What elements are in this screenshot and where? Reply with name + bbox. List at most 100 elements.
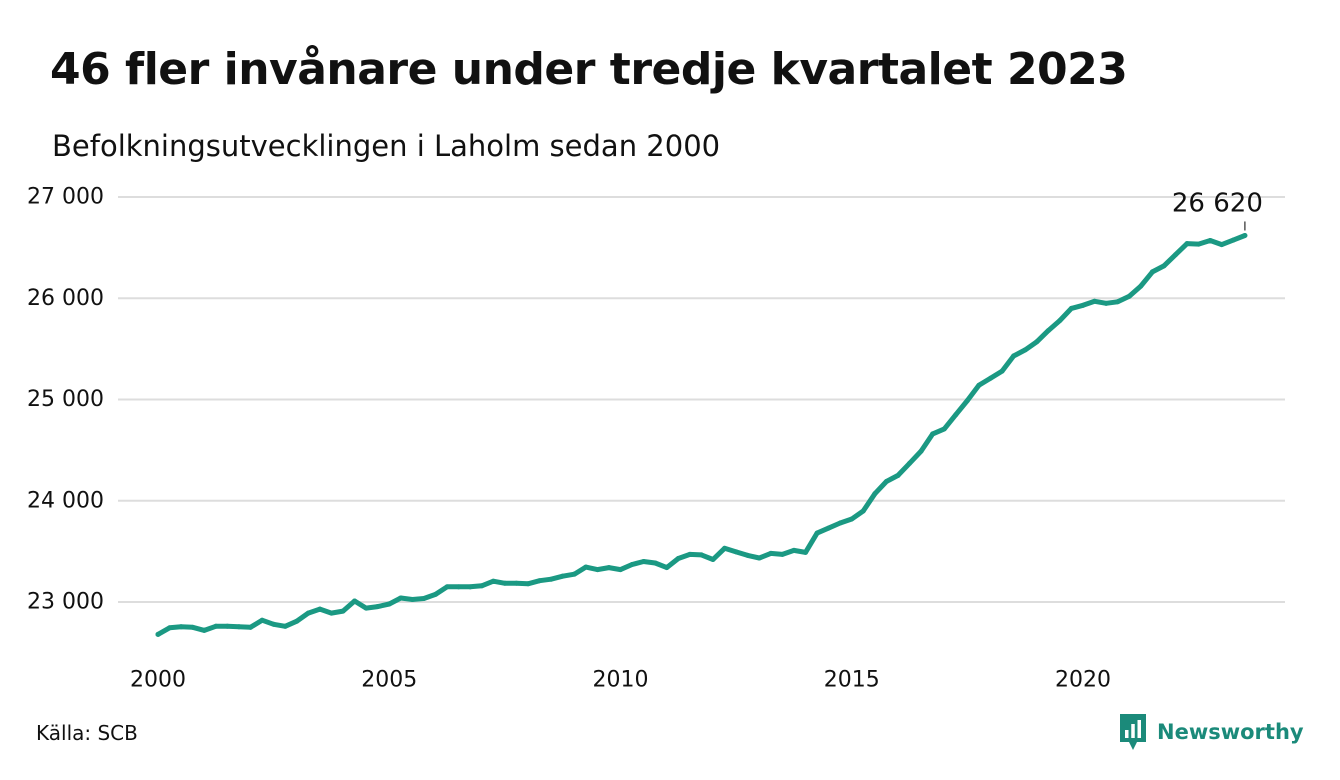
data-point [421, 595, 427, 601]
source-credit: Källa: SCB [36, 721, 138, 745]
data-point [860, 508, 866, 514]
data-point [201, 627, 207, 633]
data-point [560, 573, 566, 579]
data-point [456, 584, 462, 590]
data-point [167, 625, 173, 631]
data-point [988, 375, 993, 381]
data-point [490, 578, 496, 584]
data-point [248, 624, 253, 630]
data-point [1080, 302, 1086, 308]
data-point [548, 576, 554, 582]
x-tick-label: 2020 [1055, 668, 1111, 693]
data-point [1138, 283, 1144, 289]
data-point [675, 555, 681, 561]
data-point [606, 565, 612, 571]
data-point [479, 583, 485, 589]
data-point [964, 398, 970, 404]
data-point [398, 595, 404, 601]
data-point [895, 472, 901, 478]
data-point [224, 623, 230, 629]
data-point [1161, 263, 1167, 269]
data-point [1207, 238, 1213, 244]
data-point [1057, 318, 1063, 324]
data-point [1219, 242, 1225, 248]
data-point [352, 598, 358, 604]
data-point [282, 623, 288, 629]
data-point [525, 581, 531, 587]
x-tick-label: 2015 [824, 668, 880, 693]
chart-title: 46 fler invånare under tredje kvartalet … [50, 44, 1128, 95]
data-point [768, 550, 774, 556]
data-point [1173, 252, 1178, 258]
data-point [409, 596, 415, 602]
data-point [698, 552, 704, 558]
data-point [1196, 241, 1202, 247]
data-point [594, 567, 600, 573]
data-point [340, 608, 346, 614]
data-point [883, 479, 889, 485]
data-point [1115, 299, 1121, 305]
data-point [444, 584, 450, 590]
data-point [722, 545, 728, 551]
data-point [733, 549, 739, 555]
data-point [433, 591, 438, 597]
data-point [710, 556, 716, 562]
data-point [837, 520, 843, 526]
data-point [236, 624, 242, 630]
x-tick-label: 2005 [361, 668, 417, 693]
data-point [583, 564, 589, 570]
y-tick-label: 23 000 [27, 590, 104, 615]
data-point [1034, 339, 1040, 345]
data-point [999, 368, 1005, 374]
data-point [629, 562, 635, 568]
data-point [305, 610, 311, 616]
data-point [826, 525, 832, 531]
data-point [328, 610, 334, 616]
data-point [1126, 293, 1132, 299]
data-point [1045, 328, 1051, 334]
y-tick-label: 24 000 [27, 488, 104, 513]
data-point [363, 605, 369, 611]
brand-name: Newsworthy [1157, 720, 1304, 744]
population-series-line [155, 233, 1248, 637]
data-point [513, 580, 519, 586]
data-point [918, 448, 924, 454]
data-point [467, 584, 473, 590]
data-point [791, 547, 797, 553]
y-axis-tick-labels: 23 000 24 000 25 000 26 000 27 000 [27, 185, 104, 615]
data-point [1230, 237, 1236, 243]
data-point [1184, 241, 1190, 247]
data-point [502, 580, 508, 586]
data-point [1149, 269, 1155, 275]
data-point [976, 382, 982, 388]
data-point [745, 552, 751, 558]
x-tick-label: 2010 [593, 668, 649, 693]
data-point [1103, 300, 1109, 306]
data-point [271, 621, 277, 627]
data-point [953, 412, 959, 418]
chart-subtitle: Befolkningsutvecklingen i Laholm sedan 2… [52, 129, 721, 163]
data-point [1011, 353, 1017, 359]
y-tick-label: 26 000 [27, 286, 104, 311]
brand-logo: Newsworthy [1118, 712, 1304, 752]
data-point [178, 624, 184, 630]
data-point [803, 549, 808, 555]
data-point [1242, 232, 1248, 238]
newsworthy-logo-icon [1120, 714, 1146, 750]
data-point [375, 604, 381, 610]
last-value-label: 26 620 [1172, 188, 1263, 218]
data-point [294, 618, 300, 624]
data-point [386, 601, 392, 607]
data-point [190, 624, 196, 630]
data-point [537, 578, 543, 584]
data-point [1022, 347, 1028, 353]
data-point [907, 460, 913, 466]
data-point [213, 623, 219, 629]
data-point [317, 606, 323, 612]
series-layer [155, 232, 1248, 637]
data-point [571, 571, 577, 577]
data-point [687, 551, 693, 557]
x-tick-label: 2000 [130, 668, 186, 693]
data-point [872, 491, 878, 497]
